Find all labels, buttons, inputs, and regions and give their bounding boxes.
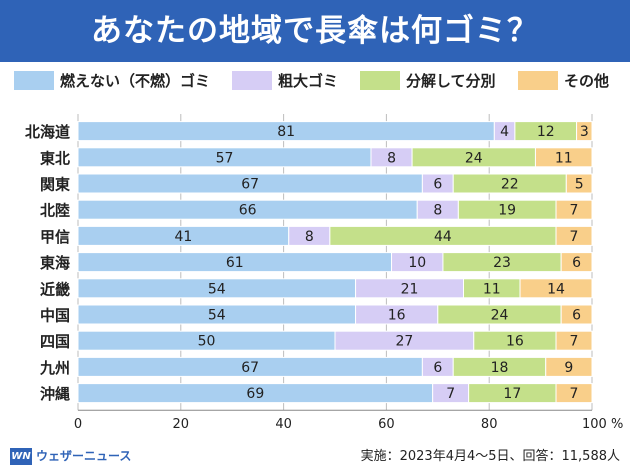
data-label: 7 bbox=[570, 386, 579, 402]
bar-segment bbox=[545, 356, 593, 377]
data-label: 6 bbox=[433, 177, 442, 193]
x-tick-label: 0 bbox=[74, 417, 82, 432]
data-label: 22 bbox=[501, 177, 519, 193]
data-label: 27 bbox=[395, 334, 413, 350]
weathernews-logo-icon: WN bbox=[10, 448, 32, 465]
category-label: 中国 bbox=[40, 307, 70, 325]
data-label: 21 bbox=[401, 281, 419, 297]
category-label: 近畿 bbox=[40, 280, 70, 298]
legend-label-oversized: 粗大ゴミ bbox=[278, 72, 339, 90]
bar-segment bbox=[560, 304, 593, 325]
data-label: 7 bbox=[446, 386, 455, 402]
data-label: 8 bbox=[305, 229, 314, 245]
legend: 燃えない（不燃）ゴミ 粗大ゴミ 分解して分別 その他 bbox=[14, 68, 620, 94]
category-label: 沖縄 bbox=[40, 385, 70, 403]
data-label: 67 bbox=[241, 360, 259, 376]
category-label: 四国 bbox=[40, 333, 70, 351]
data-label: 12 bbox=[537, 124, 555, 140]
data-label: 17 bbox=[503, 386, 521, 402]
category-label: 北陸 bbox=[40, 202, 70, 220]
x-tick-label: 80 bbox=[481, 417, 498, 432]
category-label: 北海道 bbox=[25, 123, 70, 141]
data-label: 9 bbox=[564, 360, 573, 376]
data-label: 66 bbox=[239, 203, 257, 219]
data-label: 44 bbox=[434, 229, 452, 245]
bar-segment bbox=[560, 252, 593, 273]
data-label: 14 bbox=[547, 281, 565, 297]
data-label: 7 bbox=[570, 229, 579, 245]
data-label: 5 bbox=[575, 177, 584, 193]
legend-swatch-oversized bbox=[232, 71, 272, 90]
data-label: 54 bbox=[208, 308, 226, 324]
data-label: 6 bbox=[572, 255, 581, 271]
data-label: 8 bbox=[433, 203, 442, 219]
legend-label-nonburnable: 燃えない（不燃）ゴミ bbox=[60, 72, 211, 90]
data-label: 57 bbox=[216, 150, 234, 166]
data-label: 16 bbox=[506, 334, 524, 350]
legend-label-other: その他 bbox=[564, 72, 610, 90]
x-tick-label: 60 bbox=[378, 417, 395, 432]
bar-segment bbox=[576, 121, 593, 142]
data-label: 6 bbox=[572, 308, 581, 324]
data-label: 81 bbox=[277, 124, 295, 140]
data-label: 69 bbox=[246, 386, 264, 402]
data-label: 10 bbox=[408, 255, 426, 271]
x-tick-label: 20 bbox=[173, 417, 190, 432]
data-label: 41 bbox=[174, 229, 192, 245]
category-label: 東海 bbox=[40, 254, 70, 272]
data-label: 54 bbox=[208, 281, 226, 297]
chart-title: あなたの地域で長傘は何ゴミ？ bbox=[91, 13, 539, 49]
data-label: 6 bbox=[433, 360, 442, 376]
data-label: 11 bbox=[555, 150, 573, 166]
x-tick-label: 40 bbox=[275, 417, 292, 432]
data-label: 67 bbox=[241, 177, 259, 193]
data-label: 3 bbox=[580, 124, 589, 140]
bar-segment bbox=[555, 383, 593, 404]
data-label: 23 bbox=[493, 255, 511, 271]
brand-name: ウェザーニュース bbox=[36, 449, 132, 463]
legend-swatch-nonburnable bbox=[14, 71, 54, 90]
data-label: 4 bbox=[500, 124, 509, 140]
data-label: 24 bbox=[465, 150, 483, 166]
category-label: 九州 bbox=[39, 359, 70, 377]
legend-swatch-disassemble bbox=[360, 71, 400, 90]
data-label: 11 bbox=[483, 281, 501, 297]
data-label: 19 bbox=[498, 203, 516, 219]
bar-segment bbox=[555, 199, 593, 220]
survey-note: 実施：2023年4月4～5日、回答：11,588人 bbox=[360, 449, 620, 464]
data-label: 18 bbox=[491, 360, 509, 376]
bar-segment bbox=[534, 147, 593, 168]
legend-swatch-other bbox=[518, 71, 558, 90]
bar-segment bbox=[565, 173, 593, 194]
category-label: 甲信 bbox=[40, 228, 70, 246]
category-label: 東北 bbox=[40, 149, 70, 167]
data-label: 7 bbox=[570, 203, 579, 219]
data-label: 7 bbox=[570, 334, 579, 350]
data-label: 16 bbox=[388, 308, 406, 324]
data-label: 8 bbox=[387, 150, 396, 166]
title-bar: あなたの地域で長傘は何ゴミ？ bbox=[0, 0, 630, 62]
bar-segment bbox=[555, 225, 593, 246]
legend-label-disassemble: 分解して分別 bbox=[406, 72, 496, 90]
bar-segment bbox=[519, 278, 593, 299]
x-tick-label: 100 % bbox=[582, 417, 623, 432]
bar-segment bbox=[555, 330, 593, 351]
data-label: 50 bbox=[198, 334, 216, 350]
data-label: 24 bbox=[491, 308, 509, 324]
data-label: 61 bbox=[226, 255, 244, 271]
category-label: 関東 bbox=[40, 176, 70, 194]
